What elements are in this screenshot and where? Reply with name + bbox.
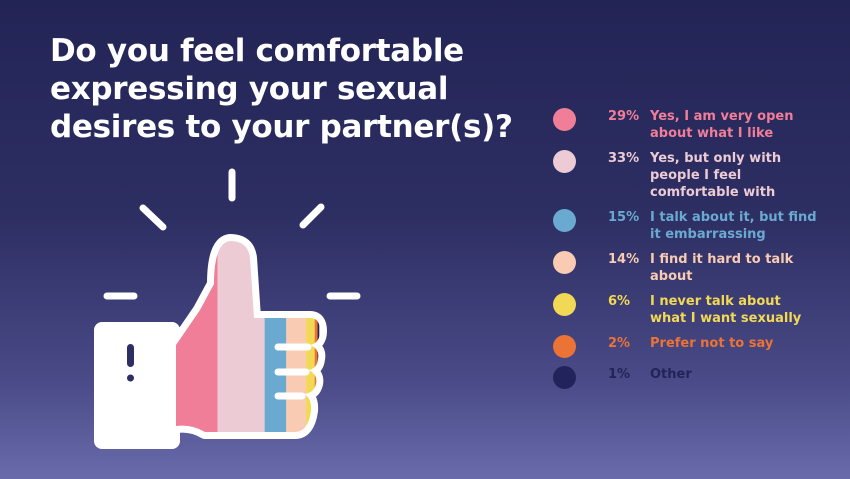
stripes	[176, 241, 320, 432]
cuff-dot	[127, 374, 134, 382]
legend-item: 15% I talk about it, but find it embarra…	[553, 209, 843, 243]
legend-percent: 33%	[608, 151, 640, 166]
stripe-bar	[217, 241, 265, 432]
legend-percent: 14%	[608, 252, 640, 267]
legend-percent: 2%	[608, 336, 631, 351]
legend-item: 2% Prefer not to say	[553, 335, 843, 358]
legend-swatch	[553, 251, 576, 274]
legend-swatch	[553, 366, 576, 389]
stripe-bar	[317, 241, 320, 432]
legend-label: Yes, but only with people I feel comfort…	[650, 151, 782, 200]
legend-label: I talk about it, but find it embarrassin…	[650, 210, 817, 242]
legend-item: 29% Yes, I am very open about what I lik…	[553, 108, 843, 142]
legend-percent: 29%	[608, 109, 640, 124]
stripe-bar	[314, 241, 318, 432]
legend-item: 33% Yes, but only with people I feel com…	[553, 150, 843, 201]
legend-item: 14% I find it hard to talk about	[553, 251, 843, 285]
legend-percent: 1%	[608, 367, 631, 382]
legend-label: Other	[650, 367, 692, 382]
legend-swatch	[553, 108, 576, 131]
sparkle-rays-icon	[103, 168, 361, 300]
finger-separators	[274, 343, 312, 400]
legend-percent: 15%	[608, 210, 640, 225]
legend-swatch	[553, 209, 576, 232]
legend-swatch	[553, 293, 576, 316]
legend-item: 1% Other	[553, 366, 843, 389]
stripe-bar	[264, 241, 287, 432]
ray	[139, 204, 167, 231]
stripe-bar	[306, 241, 316, 432]
legend-percent: 6%	[608, 294, 631, 309]
legend-label: I never talk about what I want sexually	[650, 294, 802, 326]
legend-label: Yes, I am very open about what I like	[650, 109, 794, 141]
legend-label: I find it hard to talk about	[650, 252, 794, 284]
cuff-mark	[127, 344, 134, 367]
stripe-bar	[286, 241, 307, 432]
legend-swatch	[553, 335, 576, 358]
legend-label: Prefer not to say	[650, 336, 774, 351]
cuff	[94, 322, 180, 449]
legend-item: 6% I never talk about what I want sexual…	[553, 293, 843, 327]
legend: 29% Yes, I am very open about what I lik…	[553, 108, 843, 397]
ray	[299, 203, 325, 229]
legend-swatch	[553, 150, 576, 173]
chart-title: Do you feel comfortable expressing your …	[50, 33, 513, 145]
